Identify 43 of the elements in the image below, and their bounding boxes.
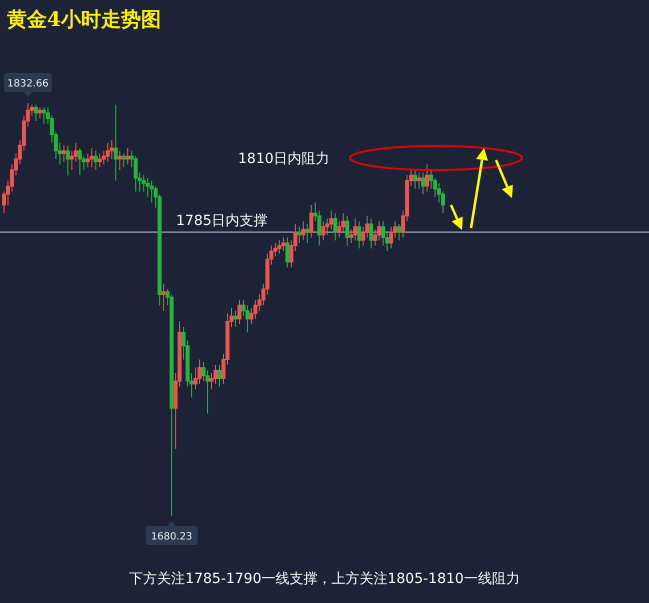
candlestick xyxy=(305,224,310,244)
candlestick xyxy=(42,107,46,124)
ref-line-label: 1785日内支撑 xyxy=(176,213,268,230)
annotation: 1832.66 xyxy=(7,78,49,90)
candlestick xyxy=(98,153,102,168)
candlestick xyxy=(78,148,82,176)
text: 下方关注1785-1790一线支撑，上方关注1805-1810一线阻力 xyxy=(129,571,520,587)
candlestick xyxy=(38,107,42,119)
candlestick xyxy=(281,237,286,252)
candlestick xyxy=(369,218,374,249)
candlestick xyxy=(357,220,362,249)
candlestick xyxy=(162,283,166,312)
candlestick xyxy=(114,104,118,182)
candlestick xyxy=(301,220,306,241)
candlestick xyxy=(66,144,70,176)
candlestick xyxy=(218,364,222,388)
candlestick xyxy=(413,169,418,190)
annotation: 1810日内阻力 xyxy=(238,151,330,167)
chart-title: 黄金4小时走势图 xyxy=(6,7,161,31)
candlestick xyxy=(353,218,358,241)
candlestick xyxy=(425,164,430,192)
candlestick xyxy=(90,148,94,168)
candlestick xyxy=(110,140,114,160)
candlestick xyxy=(397,224,402,241)
annotation: 1680.23 xyxy=(150,532,192,542)
candlestick xyxy=(345,215,350,246)
candlestick xyxy=(94,150,98,170)
candlestick xyxy=(237,299,242,325)
candlestick xyxy=(309,204,314,238)
candlestick xyxy=(34,104,38,122)
candlestick xyxy=(118,150,122,170)
candlestick xyxy=(122,153,126,168)
candlestick xyxy=(285,237,290,268)
candlestick xyxy=(106,142,110,162)
candlestick xyxy=(126,148,130,165)
candlestick xyxy=(297,226,302,244)
candlestick xyxy=(233,310,238,328)
candlestick xyxy=(333,212,338,241)
candlestick xyxy=(321,220,326,241)
candlestick xyxy=(421,172,426,195)
candlestick xyxy=(277,240,282,254)
candlestick xyxy=(62,144,66,162)
candlestick xyxy=(417,172,422,190)
